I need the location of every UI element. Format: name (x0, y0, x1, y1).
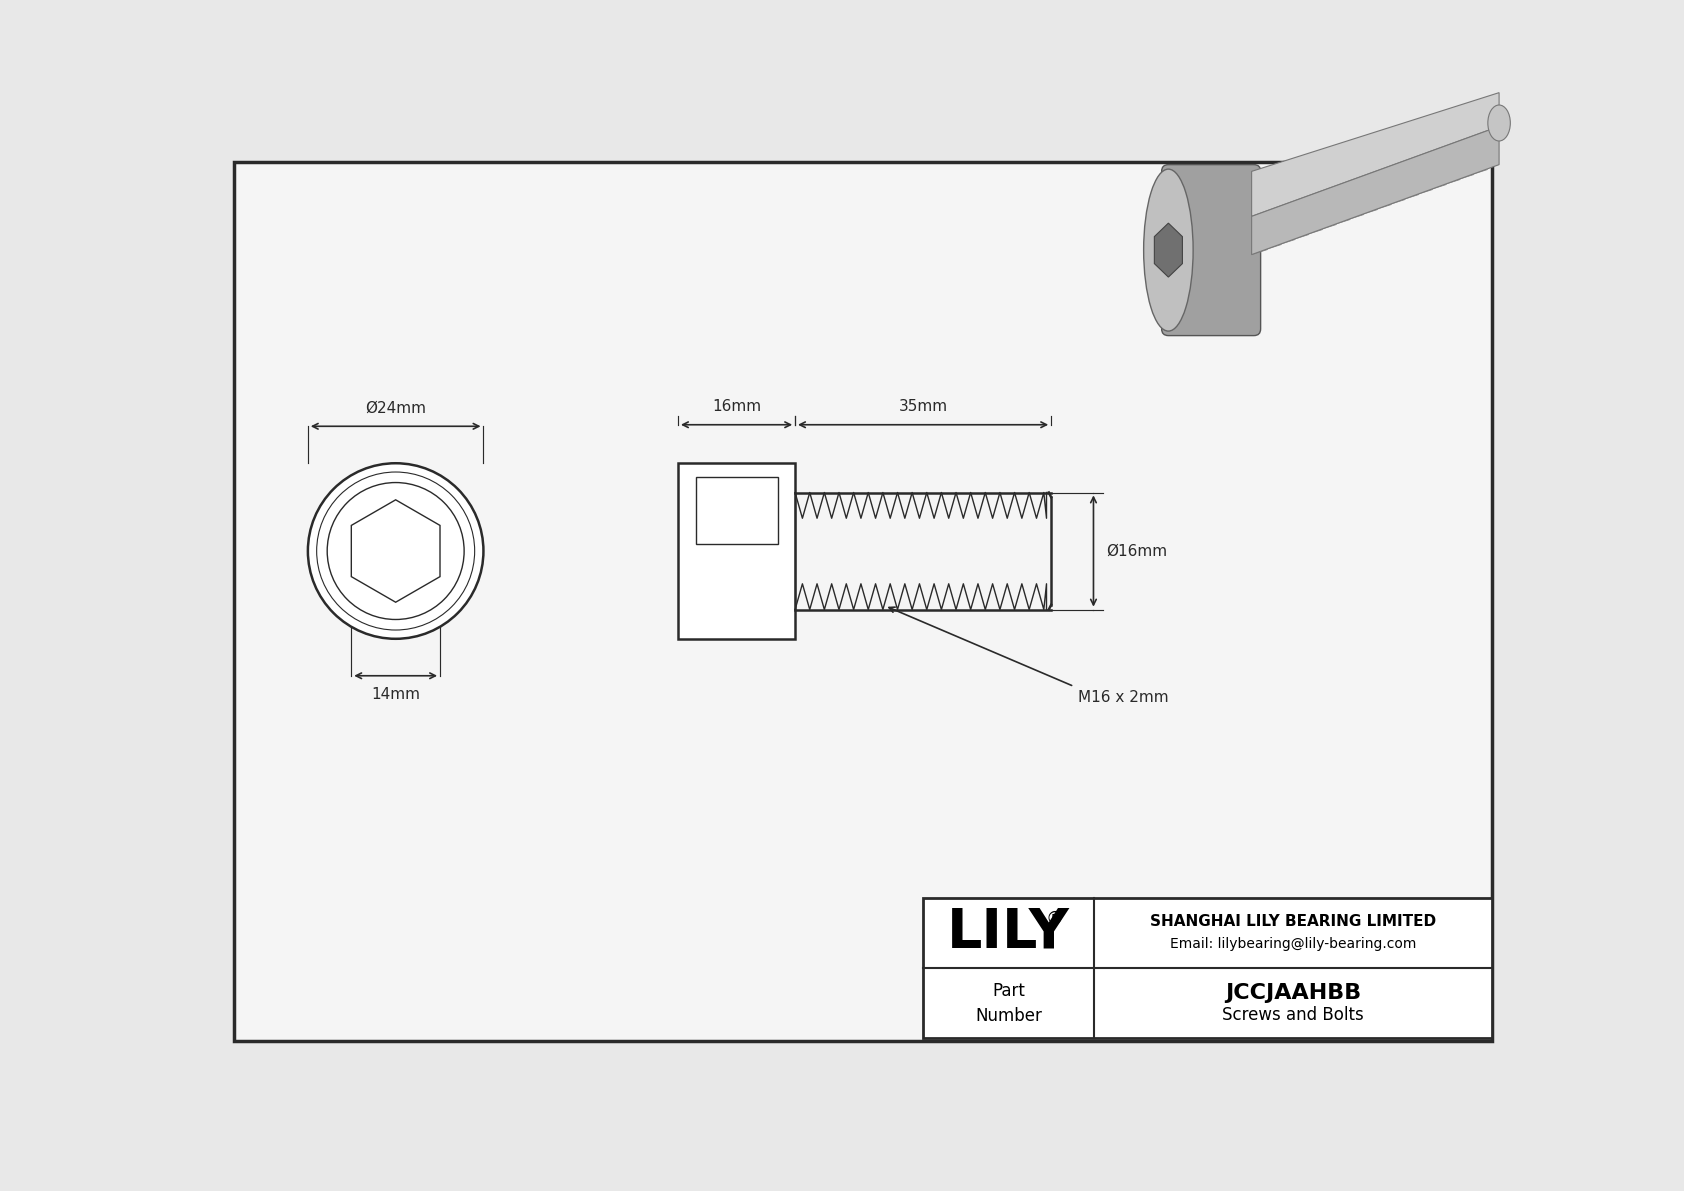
Text: JCCJAAHBB: JCCJAAHBB (1224, 984, 1361, 1003)
Text: 16mm: 16mm (712, 399, 761, 414)
Text: Part
Number: Part Number (975, 981, 1042, 1024)
Ellipse shape (327, 482, 465, 619)
Ellipse shape (1143, 169, 1194, 331)
Text: 14mm: 14mm (370, 686, 421, 701)
Text: Email: lilybearing@lily-bearing.com: Email: lilybearing@lily-bearing.com (1170, 936, 1416, 950)
Bar (923, 898, 1492, 1039)
Polygon shape (1251, 126, 1499, 255)
Ellipse shape (1489, 105, 1511, 141)
Polygon shape (1251, 93, 1499, 217)
Text: ®: ® (1046, 910, 1064, 928)
Text: M16 x 2mm: M16 x 2mm (1078, 691, 1169, 705)
Text: Screws and Bolts: Screws and Bolts (1223, 1005, 1364, 1024)
Ellipse shape (308, 463, 483, 638)
Text: Ø16mm: Ø16mm (1106, 543, 1167, 559)
Text: Ø24mm: Ø24mm (365, 400, 426, 416)
FancyBboxPatch shape (1162, 164, 1261, 336)
Text: 35mm: 35mm (899, 399, 948, 414)
Text: LILY: LILY (946, 905, 1069, 960)
Bar (695, 478, 778, 544)
Ellipse shape (317, 472, 475, 630)
Text: SHANGHAI LILY BEARING LIMITED: SHANGHAI LILY BEARING LIMITED (1150, 915, 1436, 929)
Polygon shape (352, 500, 440, 603)
Polygon shape (1154, 223, 1182, 278)
Bar (679, 463, 795, 638)
